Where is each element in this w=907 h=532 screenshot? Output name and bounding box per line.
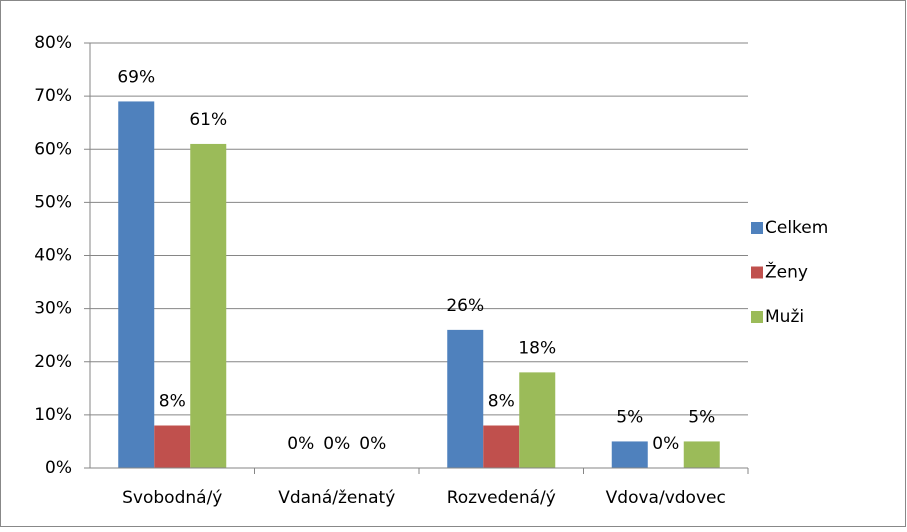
value-label: 26% — [446, 296, 484, 316]
value-label: 8% — [488, 392, 515, 412]
y-tick-label: 10% — [34, 405, 72, 425]
legend-label: Celkem — [765, 218, 828, 238]
legend-swatch — [751, 311, 763, 323]
legend-label: Muži — [765, 307, 804, 327]
bar — [683, 441, 720, 468]
x-tick-label: Svobodná/ý — [122, 488, 222, 508]
bar — [519, 372, 556, 468]
legend-label: Ženy — [765, 261, 808, 283]
bar — [118, 101, 155, 468]
x-tick-label: Vdaná/ženatý — [278, 488, 395, 508]
legend-swatch — [751, 266, 763, 279]
value-label: 18% — [518, 338, 556, 358]
y-tick-label: 30% — [34, 299, 72, 319]
x-tick-label: Rozvedená/ý — [447, 488, 556, 508]
bar — [611, 441, 648, 468]
bar — [447, 329, 484, 468]
y-tick-label: 70% — [34, 86, 72, 106]
bar — [190, 143, 227, 468]
value-label: 0% — [359, 434, 386, 454]
y-tick-label: 80% — [34, 33, 72, 53]
y-tick-label: 50% — [34, 192, 72, 212]
x-tick-label: Vdova/vdovec — [606, 488, 726, 508]
y-tick-label: 0% — [45, 458, 72, 478]
value-label: 69% — [117, 67, 155, 87]
value-label: 0% — [287, 434, 314, 454]
value-label: 0% — [323, 434, 350, 454]
value-label: 8% — [159, 392, 186, 412]
value-label: 0% — [652, 434, 679, 454]
value-label: 61% — [189, 110, 227, 130]
bar — [483, 425, 520, 468]
legend-swatch — [751, 222, 763, 234]
y-tick-label: 40% — [34, 246, 72, 266]
value-label: 5% — [688, 407, 715, 427]
y-tick-label: 20% — [34, 352, 72, 372]
y-tick-label: 60% — [34, 139, 72, 159]
bar — [154, 425, 191, 468]
value-label: 5% — [616, 407, 643, 427]
